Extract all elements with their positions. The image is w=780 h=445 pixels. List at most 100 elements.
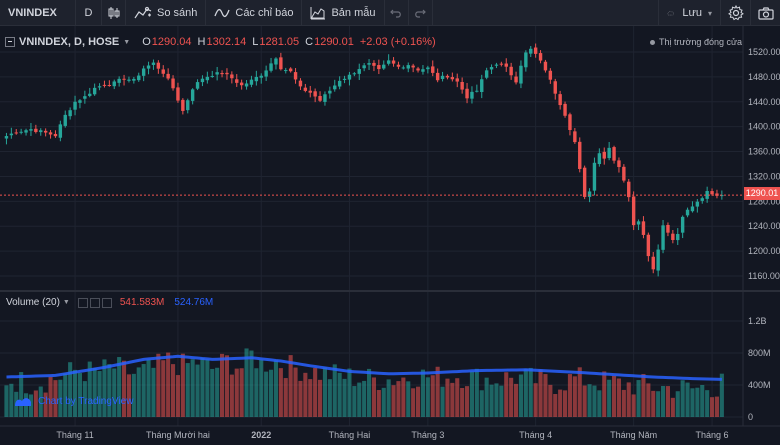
candle-body xyxy=(524,52,528,68)
volume-bar xyxy=(563,390,568,417)
candle xyxy=(401,65,406,70)
volume-bar xyxy=(92,368,97,417)
candle-body xyxy=(671,233,675,240)
volume-legend-title[interactable]: Volume (20) xyxy=(6,297,60,308)
redo-button[interactable] xyxy=(409,0,433,26)
candle-body xyxy=(161,69,165,74)
volume-bar xyxy=(215,367,220,417)
volume-bar xyxy=(112,368,117,417)
candle xyxy=(612,145,616,164)
volume-bar xyxy=(416,386,421,417)
price-chart[interactable]: 1160.00 1200.00 1240.00 1280.00 1320.00 1360.… xyxy=(0,26,780,445)
candle-body xyxy=(362,65,366,69)
candle-body xyxy=(519,65,523,84)
chevron-down-icon[interactable]: ▼ xyxy=(62,299,70,306)
volume-bar xyxy=(376,390,381,417)
candle xyxy=(323,91,327,106)
snapshot-button[interactable] xyxy=(750,0,780,26)
candle xyxy=(39,128,43,136)
volume-bar xyxy=(347,368,352,417)
candle xyxy=(573,128,577,144)
candle xyxy=(215,66,219,81)
candle xyxy=(715,189,719,199)
save-button[interactable]: Lưu ▾ xyxy=(658,0,720,26)
candle-body xyxy=(308,90,312,93)
volume-axis[interactable]: 0 400M 800M 1.2B xyxy=(748,316,771,422)
volume-bar xyxy=(293,367,298,417)
volume-bar xyxy=(636,380,641,417)
volume-bar xyxy=(714,396,719,417)
volume-bar xyxy=(646,383,651,417)
candle xyxy=(416,66,420,73)
hide-indicator-button[interactable] xyxy=(77,297,88,308)
volume-bar xyxy=(700,384,705,417)
candle-body xyxy=(695,201,700,207)
settings-button[interactable] xyxy=(720,0,750,26)
candle xyxy=(529,45,533,58)
candle-body xyxy=(627,181,631,198)
candle xyxy=(631,191,636,231)
candle xyxy=(445,74,450,80)
volume-bar xyxy=(371,377,376,417)
candle xyxy=(200,75,205,87)
interval-button[interactable]: D xyxy=(76,0,102,26)
candle-body xyxy=(602,151,606,159)
time-tick-label: 2022 xyxy=(251,430,271,440)
candle xyxy=(48,130,53,139)
candle xyxy=(690,201,695,213)
compare-button[interactable]: So sánh xyxy=(126,0,207,26)
volume-bar xyxy=(420,369,425,417)
candle-body xyxy=(377,65,381,70)
candle-body xyxy=(19,131,23,133)
candle-body xyxy=(651,256,655,270)
volume-bar xyxy=(19,372,24,417)
chart-grid xyxy=(0,26,743,426)
undo-button[interactable] xyxy=(385,0,409,26)
open-key: O xyxy=(142,36,151,48)
volume-bar xyxy=(567,374,572,417)
templates-button[interactable]: Bản mẫu xyxy=(302,0,385,26)
candle-body xyxy=(597,153,602,165)
time-tick-label: Tháng Hai xyxy=(329,430,371,440)
volume-bar xyxy=(616,378,621,417)
candle-body xyxy=(582,167,587,197)
tradingview-attribution[interactable]: Chart by TradingView xyxy=(14,395,133,407)
candle-body xyxy=(548,70,553,80)
candle-body xyxy=(705,191,709,199)
volume-bar xyxy=(68,362,73,417)
candle-body xyxy=(538,53,543,61)
chevron-down-icon[interactable]: ▼ xyxy=(123,38,131,46)
volume-bar xyxy=(641,373,646,417)
remove-indicator-button[interactable] xyxy=(101,297,112,308)
candle-body xyxy=(622,166,626,181)
symbol-search-button[interactable]: VNINDEX xyxy=(0,0,76,26)
candle-body xyxy=(288,68,293,72)
price-axis[interactable]: 1160.00 1200.00 1240.00 1280.00 1320.00 1360.… xyxy=(748,47,780,281)
candle xyxy=(151,59,156,70)
time-axis[interactable]: Tháng 11 Tháng Mười hai 2022 Tháng Hai Tháng… xyxy=(56,430,728,440)
cloud-icon xyxy=(667,11,674,16)
candle xyxy=(484,67,489,80)
indicators-button[interactable]: Các chỉ báo xyxy=(206,0,303,26)
candle-body xyxy=(450,77,455,80)
candle xyxy=(284,67,288,74)
candle xyxy=(347,71,352,86)
open-value: 1290.04 xyxy=(151,36,192,48)
volume-bar xyxy=(670,397,675,417)
indicators-icon xyxy=(214,8,230,17)
candle xyxy=(627,178,631,202)
volume-bar xyxy=(117,357,122,417)
volume-bar xyxy=(102,359,107,417)
indicator-settings-button[interactable] xyxy=(89,297,100,308)
candle-body xyxy=(337,80,342,87)
candle-body xyxy=(73,101,77,110)
volume-bar xyxy=(244,348,249,417)
chart-type-button[interactable] xyxy=(102,0,126,26)
legend-title[interactable]: VNINDEX, D, HOSE xyxy=(19,36,120,48)
collapse-legend-button[interactable] xyxy=(5,37,15,47)
volume-bar xyxy=(489,384,494,417)
volume-bar xyxy=(220,353,225,417)
candle xyxy=(333,79,337,92)
candle xyxy=(411,63,415,73)
